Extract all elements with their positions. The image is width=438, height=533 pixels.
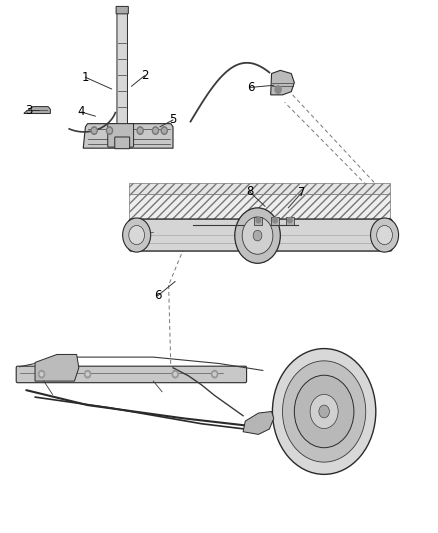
Circle shape bbox=[106, 127, 113, 134]
Circle shape bbox=[108, 128, 111, 133]
Polygon shape bbox=[271, 70, 294, 95]
Circle shape bbox=[253, 230, 262, 241]
Bar bbox=[129, 194, 390, 225]
Text: 2: 2 bbox=[141, 69, 148, 82]
FancyBboxPatch shape bbox=[108, 124, 134, 147]
Circle shape bbox=[86, 373, 89, 376]
Circle shape bbox=[174, 373, 177, 376]
Circle shape bbox=[137, 127, 143, 134]
Polygon shape bbox=[83, 124, 173, 148]
Circle shape bbox=[39, 370, 45, 378]
Bar bbox=[286, 217, 294, 225]
Polygon shape bbox=[35, 354, 79, 381]
Circle shape bbox=[212, 370, 218, 378]
Bar bbox=[254, 217, 262, 225]
Text: 6: 6 bbox=[247, 81, 254, 94]
Circle shape bbox=[371, 218, 399, 252]
Circle shape bbox=[40, 373, 43, 376]
Circle shape bbox=[92, 128, 96, 133]
FancyBboxPatch shape bbox=[116, 6, 128, 14]
Circle shape bbox=[154, 128, 157, 133]
Circle shape bbox=[275, 86, 281, 93]
Text: 4: 4 bbox=[77, 106, 85, 118]
Polygon shape bbox=[243, 411, 274, 434]
Circle shape bbox=[273, 217, 277, 223]
Text: 1: 1 bbox=[81, 71, 89, 84]
Circle shape bbox=[85, 370, 91, 378]
Circle shape bbox=[152, 127, 159, 134]
FancyBboxPatch shape bbox=[16, 366, 247, 383]
Circle shape bbox=[138, 128, 142, 133]
Circle shape bbox=[377, 225, 392, 245]
Circle shape bbox=[319, 405, 329, 418]
Circle shape bbox=[283, 361, 366, 462]
Circle shape bbox=[310, 394, 338, 429]
Text: 6: 6 bbox=[154, 289, 162, 302]
Bar bbox=[129, 183, 390, 194]
Circle shape bbox=[213, 373, 216, 376]
Bar bbox=[271, 217, 279, 225]
Circle shape bbox=[242, 217, 273, 254]
Text: 5: 5 bbox=[170, 114, 177, 126]
FancyBboxPatch shape bbox=[129, 219, 392, 251]
Polygon shape bbox=[24, 107, 50, 114]
Text: 8: 8 bbox=[246, 185, 253, 198]
Circle shape bbox=[256, 217, 261, 223]
Text: 7: 7 bbox=[297, 187, 305, 199]
Circle shape bbox=[91, 127, 97, 134]
Circle shape bbox=[161, 127, 167, 134]
Circle shape bbox=[272, 349, 376, 474]
Circle shape bbox=[123, 218, 151, 252]
FancyBboxPatch shape bbox=[115, 137, 130, 149]
Text: 3: 3 bbox=[25, 104, 32, 117]
Circle shape bbox=[288, 217, 292, 223]
Circle shape bbox=[129, 225, 145, 245]
Circle shape bbox=[162, 128, 166, 133]
FancyBboxPatch shape bbox=[117, 10, 127, 145]
Circle shape bbox=[294, 375, 354, 448]
Circle shape bbox=[172, 370, 178, 378]
Circle shape bbox=[235, 208, 280, 263]
